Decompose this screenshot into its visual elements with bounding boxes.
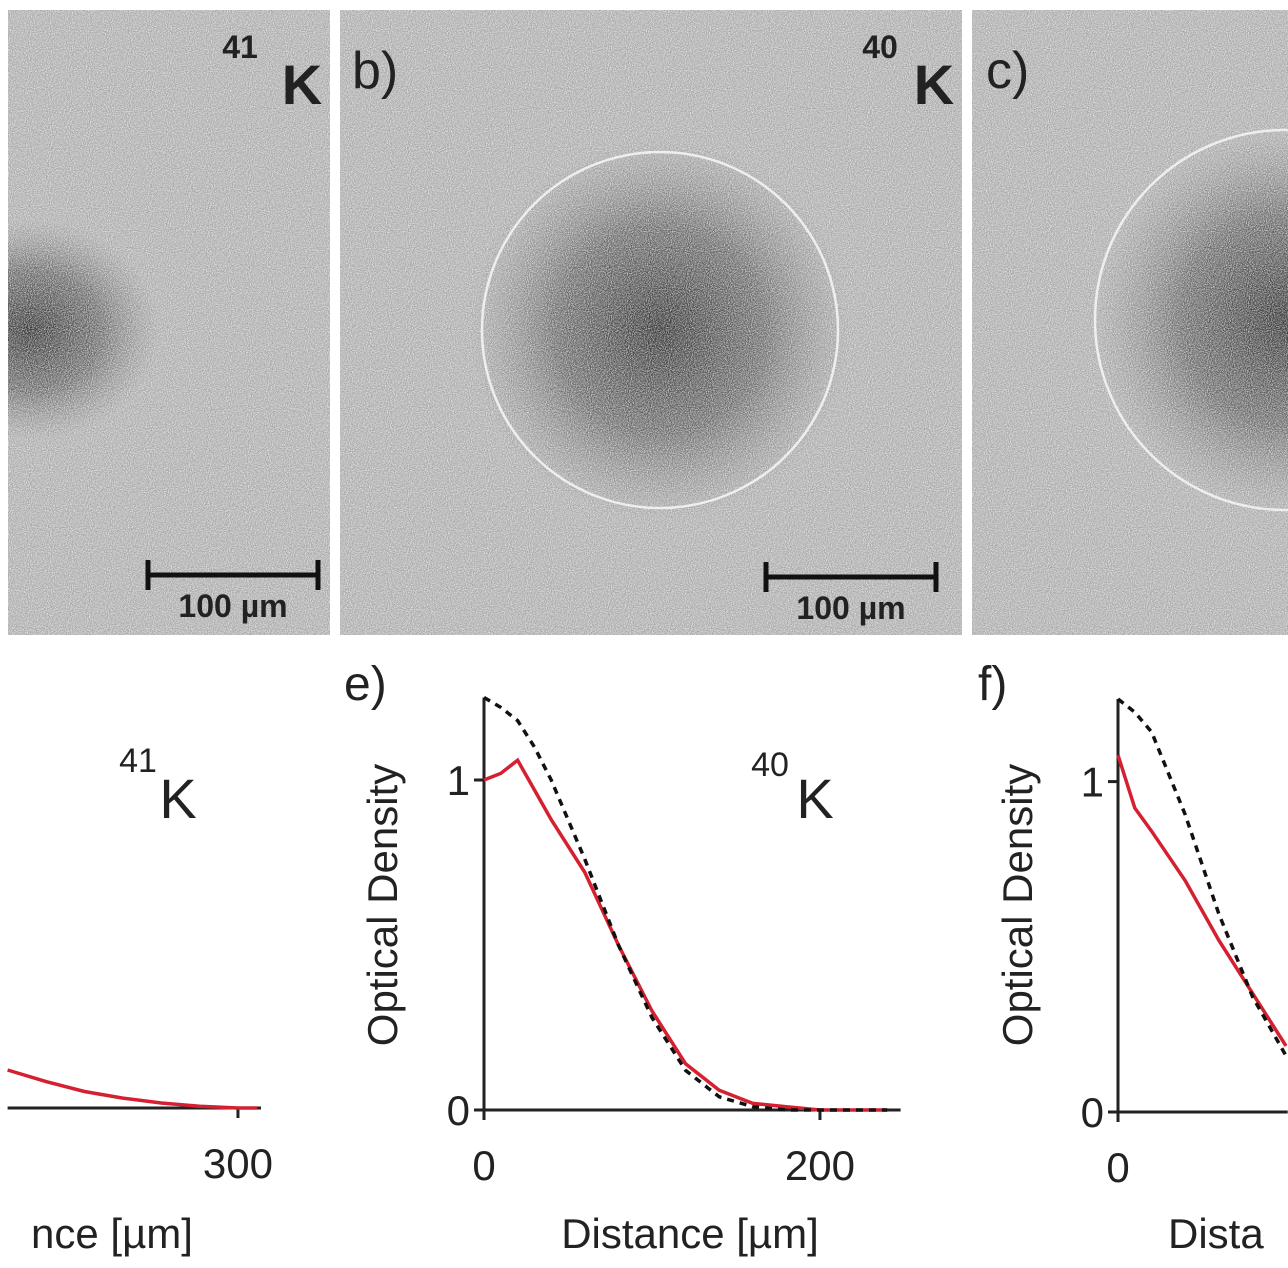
isotope-mass: 41 (222, 29, 258, 65)
x-axis-label: Dista (1168, 1210, 1264, 1257)
panel-label: c) (986, 42, 1029, 100)
data-line (483, 695, 888, 1112)
y-tick-label: 1 (1081, 759, 1104, 806)
panel-label: e) (344, 658, 387, 711)
scale-bars (145, 560, 939, 592)
y-tick-label: 1 (447, 757, 470, 804)
x-tick-label: 200 (785, 1142, 855, 1189)
scale-bar-label: 100 µm (796, 590, 905, 626)
y-axis-label: Optical Density (994, 764, 1041, 1046)
image-panel (340, 10, 962, 635)
isotope-mass: 41 (119, 742, 157, 780)
y-axis-label: Optical Density (359, 764, 406, 1046)
isotope-symbol: K (796, 767, 833, 830)
isotope-symbol: K (159, 767, 196, 830)
data-line (1116, 697, 1288, 1057)
panel-label: b) (352, 42, 398, 100)
y-tick-label: 0 (1081, 1089, 1104, 1136)
x-axis-label: nce [µm] (31, 1210, 193, 1257)
scale-bar-label: 100 µm (178, 588, 287, 624)
isotope-symbol: K (914, 53, 954, 116)
x-tick-label: 300 (203, 1140, 273, 1187)
x-tick-label: 0 (1106, 1144, 1129, 1191)
image-panel (8, 10, 330, 635)
data-line (483, 757, 888, 1112)
isotope-symbol: K (282, 53, 322, 116)
panel-label: f) (978, 658, 1007, 711)
isotope-mass: 40 (862, 29, 898, 65)
isotope-mass: 40 (751, 746, 789, 784)
x-tick-label: 0 (472, 1142, 495, 1189)
x-axis-label: Distance [µm] (561, 1210, 819, 1257)
data-line (7, 1068, 258, 1110)
image-panel (972, 10, 1288, 635)
y-tick-label: 0 (447, 1087, 470, 1134)
data-line (1116, 754, 1288, 1047)
